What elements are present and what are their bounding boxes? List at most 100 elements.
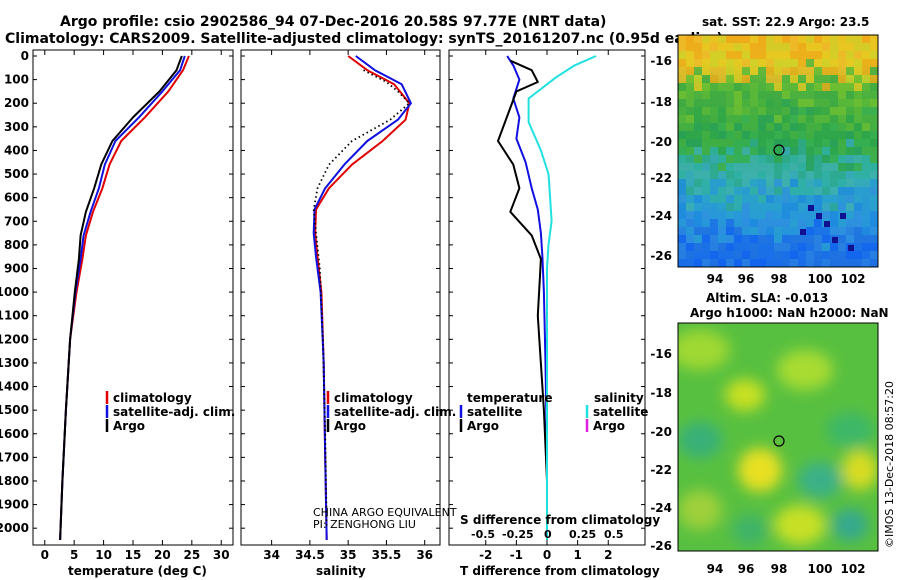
depth-tick-label: 1400: [0, 380, 29, 394]
float-owner-line-1: CHINA ARGO EQUIVALENT: [313, 506, 457, 519]
salinity-xlabel: salinity: [316, 564, 366, 578]
depth-tick-label: 700: [4, 214, 29, 228]
sal-legend-climatology-label: climatology: [334, 391, 413, 405]
diff-legend-s-argo: Argo: [593, 419, 625, 433]
sla-xtick: 102: [840, 562, 865, 576]
difference-series: [497, 55, 597, 540]
sst-ytick: -24: [650, 209, 672, 223]
series-t-argo: [497, 59, 548, 540]
sla-xtick: 94: [707, 562, 724, 576]
salinity-panel: [240, 49, 441, 546]
sst-ytick: -22: [650, 171, 672, 185]
argo-location-marker: [773, 144, 785, 156]
temperature-x-ticks: 0 5 10 15 20 25 30: [41, 50, 230, 562]
sla-ytick: -16: [650, 347, 672, 361]
s-tick-label: -0.5: [471, 528, 495, 541]
sla-map: [678, 323, 878, 551]
depth-tick-label: 1100: [0, 309, 29, 323]
s-difference-ticks: -0.5 -0.25 0 0.25 0.5: [471, 528, 624, 541]
x-tick-label: 5: [70, 548, 78, 562]
depth-tick-label: 100: [4, 73, 29, 87]
sla-map-frame: [677, 322, 879, 552]
depth-tick-label: 600: [4, 191, 29, 205]
s-tick-label: 0: [544, 528, 552, 541]
difference-xlabel: T difference from climatology: [460, 564, 660, 578]
depth-tick-label: 400: [4, 143, 29, 157]
x-tick-label: 30: [213, 548, 230, 562]
depth-tick-label: 1200: [0, 332, 29, 346]
sst-xtick: 102: [840, 272, 865, 286]
argo-location-marker-sla: [773, 435, 785, 447]
x-tick-label: 34: [263, 548, 280, 562]
series-satellite-adj-clim-: [312, 55, 412, 541]
diff-legend-t-argo: Argo: [467, 419, 499, 433]
legend-argo-label: Argo: [113, 419, 145, 433]
depth-tick-label: 1000: [0, 285, 29, 299]
sst-xtick: 94: [707, 272, 724, 286]
s-tick-label: -0.25: [502, 528, 534, 541]
salinity-legend: climatology satellite-adj. clim. Argo: [326, 391, 456, 433]
title-line-1: Argo profile: csio 2902586_94 07-Dec-201…: [60, 14, 606, 30]
x-tick-label: -1: [510, 548, 523, 562]
depth-tick-label: 300: [4, 120, 29, 134]
x-tick-label: 25: [183, 548, 200, 562]
temperature-series: [59, 55, 190, 541]
depth-tick-label: 1300: [0, 356, 29, 370]
sst-ytick: -16: [650, 54, 672, 68]
legend-satellite-label: satellite-adj. clim.: [113, 405, 235, 419]
s-tick-label: 0.5: [604, 528, 624, 541]
x-tick-label: 15: [125, 548, 142, 562]
x-tick-label: 0: [543, 548, 551, 562]
credit-timestamp: ©IMOS 13-Dec-2018 08:57:20: [883, 381, 896, 548]
x-tick-label: 20: [154, 548, 171, 562]
depth-tick-label: 200: [4, 96, 29, 110]
series-t-satellite: [506, 55, 548, 540]
sst-xtick: 96: [738, 272, 755, 286]
sst-ytick: -26: [650, 249, 672, 263]
x-tick-label: 35.5: [372, 548, 402, 562]
sla-ytick: -20: [650, 425, 672, 439]
sla-xtick: 100: [807, 562, 832, 576]
diff-legend-s-satellite: satellite: [593, 405, 648, 419]
sla-title-line-1: Altim. SLA: -0.013: [706, 291, 828, 305]
x-tick-label: 35: [340, 548, 357, 562]
salinity-series: [312, 55, 412, 541]
sst-ytick: -20: [650, 135, 672, 149]
x-tick-label: 10: [95, 548, 112, 562]
sla-ytick: -22: [650, 463, 672, 477]
diff-legend-temperature-title: temperature: [467, 391, 552, 405]
depth-tick-label: 2000: [0, 521, 29, 535]
depth-tick-label: 1500: [0, 403, 29, 417]
difference-x-ticks: -2 -1 0 1 2: [479, 50, 612, 562]
salinity-x-ticks: 34 34.5 35 35.5 36: [263, 50, 433, 562]
temperature-xlabel: temperature (deg C): [68, 564, 207, 578]
series-argo: [312, 69, 411, 529]
sla-xtick: 96: [738, 562, 755, 576]
series-s-satellite: [527, 55, 597, 540]
sst-map-axes: -16 -18 -20 -22 -24 -26 94 96 98 100 102: [650, 54, 865, 286]
diff-legend-salinity-title: salinity: [594, 391, 644, 405]
depth-tick-label: 1900: [0, 498, 29, 512]
sst-map-title: sat. SST: 22.9 Argo: 23.5: [702, 15, 869, 29]
depth-tick-label: 900: [4, 261, 29, 275]
sla-xtick: 98: [771, 562, 788, 576]
sst-xtick: 98: [771, 272, 788, 286]
x-tick-label: 2: [604, 548, 612, 562]
sst-xtick: 100: [807, 272, 832, 286]
sst-map-frame: [677, 34, 879, 268]
depth-tick-label: 1600: [0, 427, 29, 441]
diff-legend-t-satellite: satellite: [467, 405, 522, 419]
x-tick-label: 34.5: [295, 548, 325, 562]
depth-tick-label: 500: [4, 167, 29, 181]
x-tick-label: -2: [479, 548, 492, 562]
sla-map-axes: -16 -18 -20 -22 -24 -26 94 96 98 100 102: [650, 347, 865, 576]
title-line-2: Climatology: CARS2009. Satellite-adjuste…: [5, 31, 723, 47]
series-argo: [59, 55, 183, 541]
sla-ytick: -18: [650, 386, 672, 400]
sst-ytick: -18: [650, 95, 672, 109]
x-tick-label: 0: [41, 548, 49, 562]
sla-ytick: -24: [650, 501, 672, 515]
legend-climatology-label: climatology: [113, 391, 192, 405]
float-owner-line-2: PI: ZENGHONG LIU: [313, 518, 416, 531]
